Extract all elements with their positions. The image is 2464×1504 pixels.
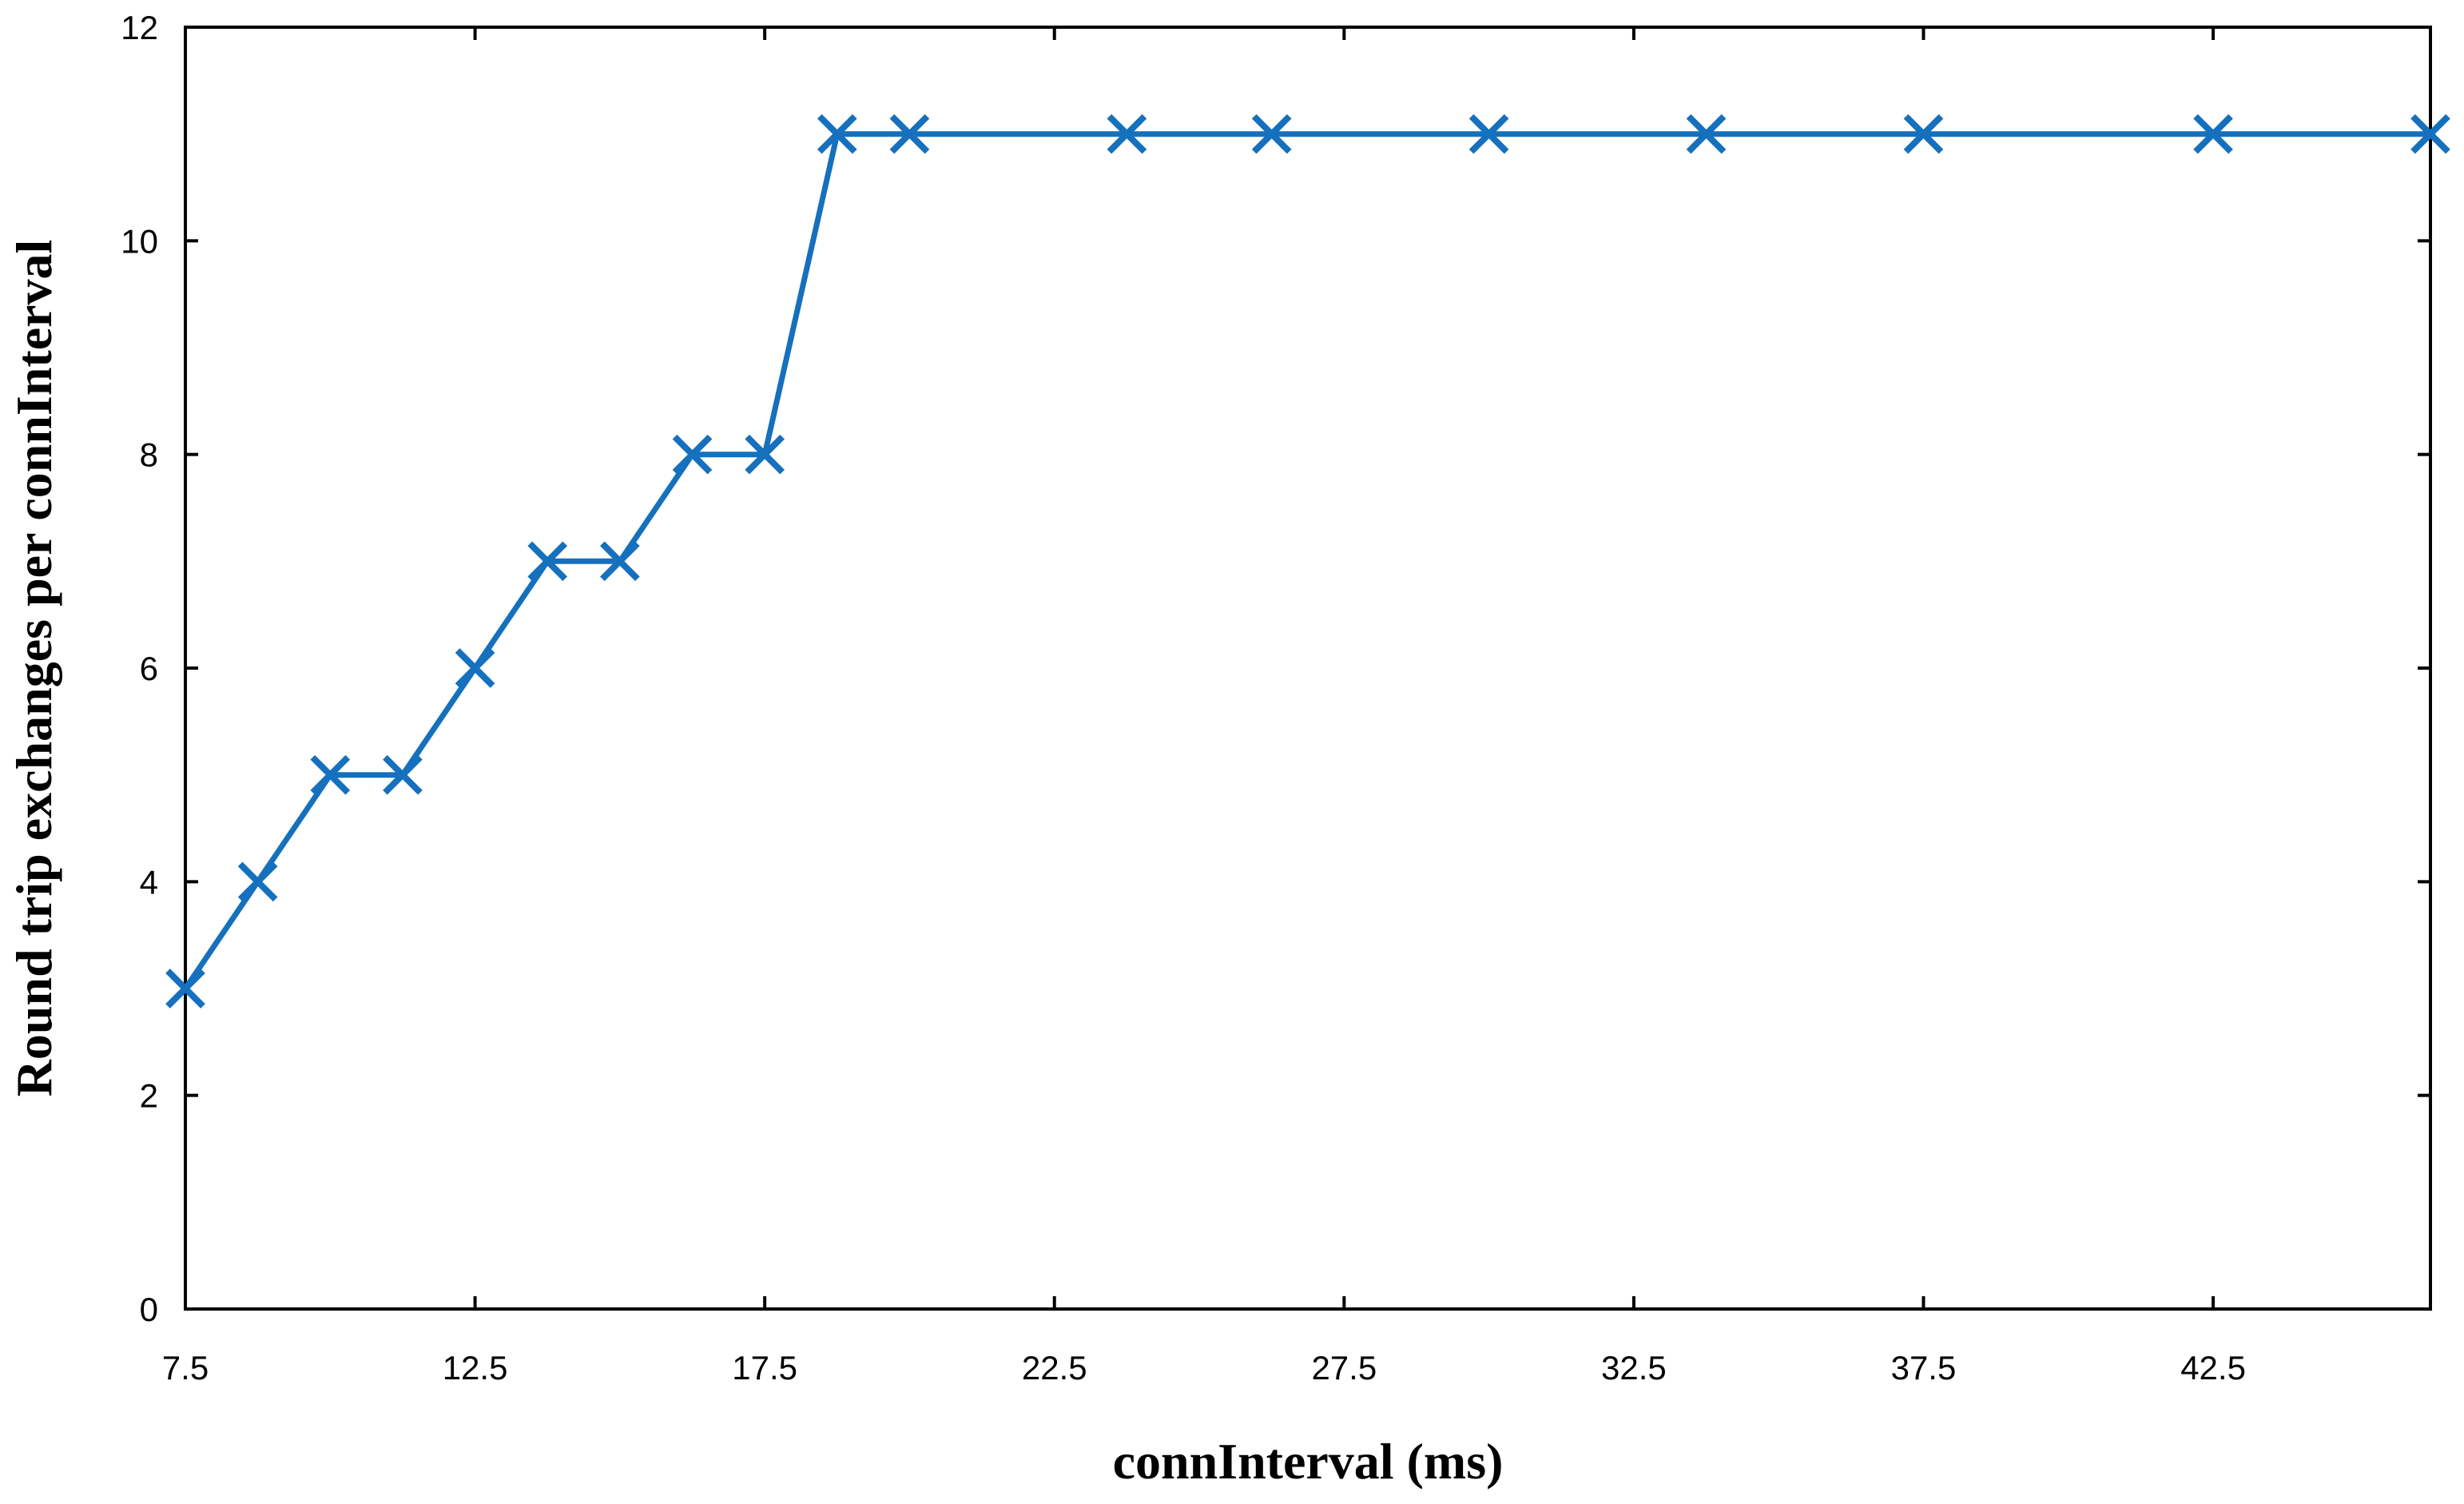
data-point-marker (455, 648, 495, 688)
data-point-marker (1903, 113, 1944, 154)
x-tick-label: 42.5 (2180, 1349, 2246, 1387)
data-point-marker (817, 113, 857, 154)
x-tick-label: 27.5 (1311, 1349, 1377, 1387)
data-point-marker (527, 541, 568, 582)
data-point-marker (165, 969, 205, 1009)
x-tick-label: 32.5 (1601, 1349, 1667, 1387)
x-axis-ticks: 7.5 12.5 17.5 22.5 27.5 32.5 37.5 42.5 (162, 27, 2246, 1387)
x-tick-label: 22.5 (1022, 1349, 1087, 1387)
data-point-marker (383, 754, 423, 795)
data-point-marker (672, 434, 713, 475)
data-point-marker (889, 113, 930, 154)
y-tick-label: 12 (121, 9, 158, 46)
y-tick-label: 0 (140, 1291, 158, 1328)
x-tick-label: 17.5 (732, 1349, 797, 1387)
y-tick-label: 10 (121, 222, 158, 260)
y-tick-label: 2 (140, 1077, 158, 1115)
y-tick-label: 8 (140, 436, 158, 474)
data-point-marker (745, 434, 785, 475)
data-point-marker (2193, 113, 2233, 154)
y-tick-label: 6 (140, 650, 158, 687)
data-point-marker (2410, 113, 2450, 154)
data-point-marker (1107, 113, 1147, 154)
x-axis-title: connInterval (ms) (1113, 1433, 1504, 1490)
x-tick-label: 12.5 (443, 1349, 508, 1387)
x-tick-label: 37.5 (1891, 1349, 1957, 1387)
series-layer (165, 113, 2450, 1009)
data-point-marker (600, 541, 640, 582)
data-point-marker (1468, 113, 1509, 154)
y-tick-label: 4 (140, 863, 158, 901)
y-axis-title: Round trip exchanges per connInterval (6, 240, 62, 1097)
series-line (183, 131, 2430, 990)
x-tick-label: 7.5 (162, 1349, 209, 1387)
data-point-marker (237, 861, 278, 902)
y-axis-ticks: 0 2 4 6 8 10 12 (121, 9, 2430, 1328)
data-point-marker (1251, 113, 1292, 154)
plot-area (184, 26, 2432, 1311)
data-point-marker (1686, 113, 1727, 154)
data-point-marker (310, 754, 351, 795)
